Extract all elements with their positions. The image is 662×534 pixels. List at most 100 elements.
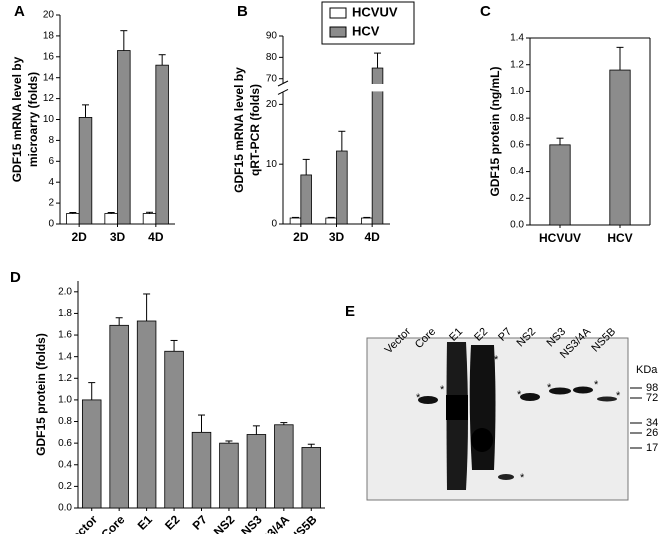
bar xyxy=(246,434,267,509)
y-tick-label: 0.2 xyxy=(510,193,524,204)
x-tick-label: 3D xyxy=(329,230,345,244)
x-tick-label: 3D xyxy=(110,230,126,244)
bar xyxy=(549,144,571,226)
x-tick-label: Core xyxy=(98,512,127,534)
bar xyxy=(78,117,93,225)
y-tick-label: 0.0 xyxy=(510,220,524,231)
bar xyxy=(104,213,118,225)
bar xyxy=(142,213,157,225)
marker-label: 98 xyxy=(646,382,658,394)
bar xyxy=(191,431,212,509)
y-tick-label: 10 xyxy=(266,159,278,170)
legend-label: HCVUV xyxy=(352,4,398,19)
bar xyxy=(361,217,373,225)
x-tick-label: 4D xyxy=(148,230,164,244)
asterisk: * xyxy=(517,389,522,401)
x-tick-label: HCV xyxy=(607,231,632,245)
y-tick-label: 1.2 xyxy=(58,373,72,384)
y-tick-label: 0.8 xyxy=(58,416,72,427)
bar xyxy=(155,64,169,225)
y-tick-label: 1.6 xyxy=(58,330,72,341)
axis-break xyxy=(277,88,289,95)
y-tick-label: 10 xyxy=(43,114,55,125)
y-tick-label: 90 xyxy=(266,31,278,42)
asterisk: * xyxy=(616,390,621,402)
y-tick-label: 8 xyxy=(48,135,54,146)
legend-swatch xyxy=(329,7,347,19)
bar xyxy=(300,174,312,225)
y-tick-label: 0.4 xyxy=(58,459,72,470)
y-tick-label: 12 xyxy=(43,93,55,104)
y-tick-label: 80 xyxy=(266,52,278,63)
y-axis-label: GDF15 protein (ng/mL) xyxy=(488,67,502,197)
y-tick-label: 0 xyxy=(48,219,54,230)
y-tick-label: 16 xyxy=(43,51,55,62)
x-tick-label: 4D xyxy=(364,230,380,244)
panel-label: C xyxy=(480,3,491,20)
blot-image xyxy=(366,337,629,501)
bar xyxy=(117,50,131,225)
x-tick-label: P7 xyxy=(190,512,211,533)
x-tick-label: 2D xyxy=(71,230,87,244)
x-tick-label: NS5B xyxy=(287,512,320,534)
bar xyxy=(136,320,157,509)
panel-label: D xyxy=(10,269,21,286)
y-tick-label: 1.0 xyxy=(58,395,72,406)
marker-label: 72 xyxy=(646,392,658,404)
y-tick-label: 1.0 xyxy=(510,86,524,97)
x-tick-label: E1 xyxy=(135,512,156,533)
bar xyxy=(289,217,302,225)
asterisk: * xyxy=(520,472,525,484)
asterisk: * xyxy=(594,379,599,391)
bar xyxy=(66,213,80,225)
x-tick-label: E2 xyxy=(162,512,183,533)
bar xyxy=(274,424,294,509)
y-axis-label: GDF15 mRNA level by xyxy=(232,67,246,193)
y-tick-label: 6 xyxy=(48,156,54,167)
x-tick-label: NS2 xyxy=(211,512,238,534)
y-tick-label: 0.6 xyxy=(510,139,524,150)
y-tick-label: 0.2 xyxy=(58,481,72,492)
y-axis-label: qRT-PCR (folds) xyxy=(248,84,262,176)
bar xyxy=(219,442,239,509)
bar xyxy=(81,399,102,509)
y-tick-label: 2 xyxy=(48,198,54,209)
asterisk: * xyxy=(440,384,445,396)
bar xyxy=(164,350,184,509)
x-tick-label: 2D xyxy=(293,230,309,244)
asterisk: * xyxy=(416,392,421,404)
axis-break xyxy=(277,80,289,87)
bar xyxy=(336,150,348,225)
y-tick-label: 20 xyxy=(43,10,55,21)
x-tick-label: NS3 xyxy=(238,512,265,534)
panel-label: B xyxy=(237,3,248,20)
y-axis-label: GDF15 mRNA level by xyxy=(10,56,24,182)
x-tick-label: HCVUV xyxy=(539,231,581,245)
y-tick-label: 4 xyxy=(48,177,54,188)
y-tick-label: 0.8 xyxy=(510,113,524,124)
bar xyxy=(371,67,384,225)
break-gap xyxy=(371,84,384,92)
y-tick-label: 0.4 xyxy=(510,166,524,177)
y-tick-label: 1.4 xyxy=(510,33,524,44)
y-tick-label: 0.0 xyxy=(58,503,72,514)
y-tick-label: 14 xyxy=(43,72,55,83)
unit-label: KDa xyxy=(636,364,658,376)
asterisk: * xyxy=(547,382,552,394)
bar xyxy=(609,69,631,226)
y-tick-label: 18 xyxy=(43,31,55,42)
legend-swatch xyxy=(329,26,347,38)
bar xyxy=(325,217,337,225)
y-tick-label: 70 xyxy=(266,73,278,84)
y-axis-label: GDF15 protein (folds) xyxy=(34,333,48,456)
legend-label: HCV xyxy=(352,23,380,38)
y-tick-label: 0.6 xyxy=(58,438,72,449)
bar xyxy=(109,324,129,509)
y-axis-label: microarry (folds) xyxy=(26,72,40,167)
panel-label: E xyxy=(345,303,355,320)
y-tick-label: 2.0 xyxy=(58,286,72,297)
marker-label: 26 xyxy=(646,427,658,439)
y-tick-label: 1.2 xyxy=(510,59,524,70)
asterisk: * xyxy=(494,354,499,366)
